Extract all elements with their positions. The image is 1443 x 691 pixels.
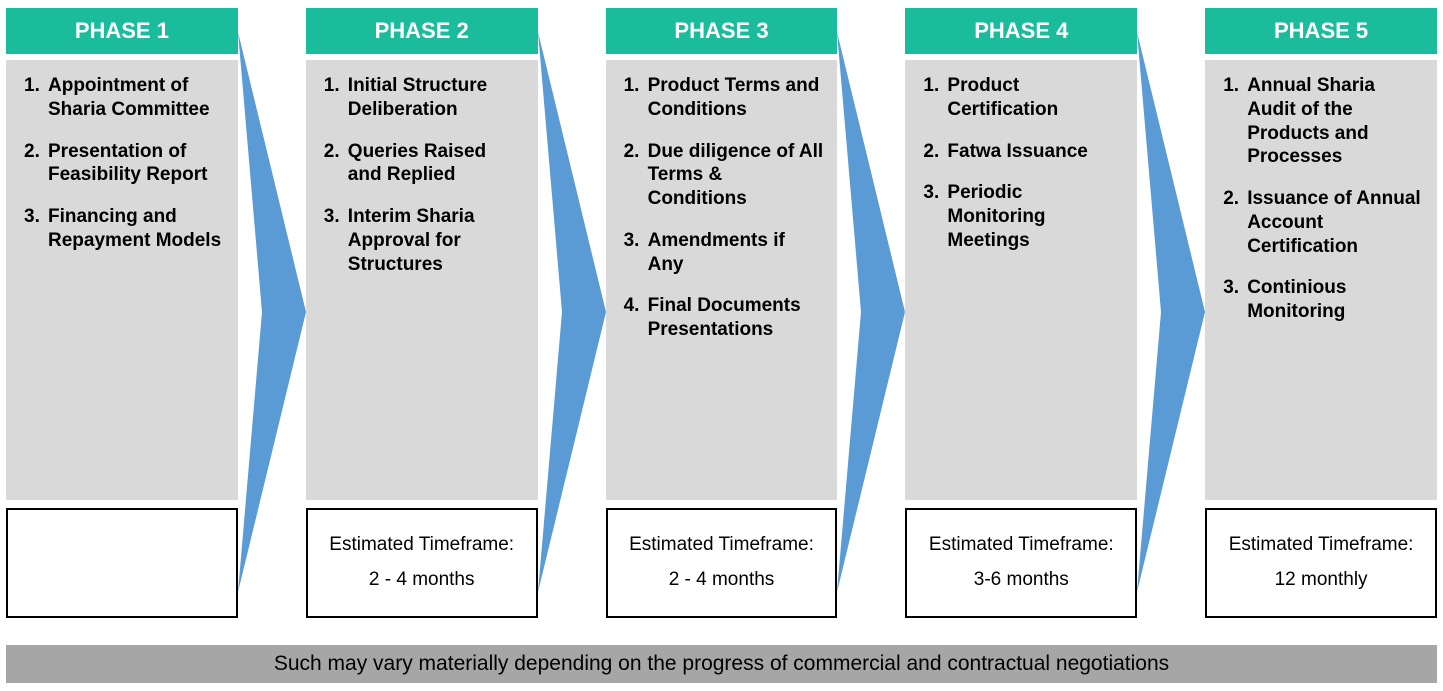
phase-5-body: Annual Sharia Audit of the Products and … xyxy=(1205,60,1437,500)
phase-1-body: Appointment of Sharia Committee Presenta… xyxy=(6,60,238,500)
phase-5-item-2: Issuance of Annual Account Certification xyxy=(1223,187,1423,258)
phase-3-item-1: Product Terms and Conditions xyxy=(624,74,824,122)
phase-4-item-2: Fatwa Issuance xyxy=(923,140,1123,164)
phase-5-item-1: Annual Sharia Audit of the Products and … xyxy=(1223,74,1423,169)
phase-1-item-2: Presentation of Feasibility Report xyxy=(24,140,224,188)
phase-5-timeframe: Estimated Timeframe: 12 monthly xyxy=(1205,508,1437,618)
phase-2-item-2: Queries Raised and Replied xyxy=(324,140,524,188)
phase-2-timeframe-label: Estimated Timeframe: xyxy=(329,533,514,558)
phase-1-item-3: Financing and Repayment Models xyxy=(24,205,224,253)
phase-2-timeframe: Estimated Timeframe: 2 - 4 months xyxy=(306,508,538,618)
phase-3-item-4: Final Documents Presentations xyxy=(624,294,824,342)
arrow-4 xyxy=(1137,8,1205,616)
phase-1-timeframe xyxy=(6,508,238,618)
phase-4-header: PHASE 4 xyxy=(905,8,1137,54)
phase-1-header: PHASE 1 xyxy=(6,8,238,54)
chevron-right-icon xyxy=(1137,32,1205,592)
chevron-right-icon xyxy=(238,32,306,592)
phase-5-timeframe-label: Estimated Timeframe: xyxy=(1229,533,1414,558)
phase-4-timeframe-value: 3-6 months xyxy=(974,568,1069,593)
phase-4-item-3: Periodic Monitoring Meetings xyxy=(923,181,1123,252)
phase-5-header: PHASE 5 xyxy=(1205,8,1437,54)
phase-2-timeframe-value: 2 - 4 months xyxy=(369,568,475,593)
footnote-text: Such may vary materially depending on th… xyxy=(274,652,1169,676)
phase-3-timeframe-value: 2 - 4 months xyxy=(669,568,775,593)
arrow-1 xyxy=(238,8,306,616)
arrow-2 xyxy=(538,8,606,616)
phase-1: PHASE 1 Appointment of Sharia Committee … xyxy=(6,8,238,618)
phase-3-timeframe-label: Estimated Timeframe: xyxy=(629,533,814,558)
phase-4-body: Product Certification Fatwa Issuance Per… xyxy=(905,60,1137,500)
phase-3-header: PHASE 3 xyxy=(606,8,838,54)
phase-2-body: Initial Structure Deliberation Queries R… xyxy=(306,60,538,500)
phase-2: PHASE 2 Initial Structure Deliberation Q… xyxy=(306,8,538,618)
phase-2-item-3: Interim Sharia Approval for Structures xyxy=(324,205,524,276)
phase-3: PHASE 3 Product Terms and Conditions Due… xyxy=(606,8,838,618)
phase-4-timeframe: Estimated Timeframe: 3-6 months xyxy=(905,508,1137,618)
phase-5-item-3: Continious Monitoring xyxy=(1223,276,1423,324)
arrow-3 xyxy=(837,8,905,616)
phase-2-item-1: Initial Structure Deliberation xyxy=(324,74,524,122)
phase-4: PHASE 4 Product Certification Fatwa Issu… xyxy=(905,8,1137,618)
phase-3-item-3: Amendments if Any xyxy=(624,229,824,277)
phases-row: PHASE 1 Appointment of Sharia Committee … xyxy=(0,0,1443,618)
chevron-right-icon xyxy=(837,32,905,592)
phase-4-timeframe-label: Estimated Timeframe: xyxy=(929,533,1114,558)
phase-4-item-1: Product Certification xyxy=(923,74,1123,122)
phase-5-timeframe-value: 12 monthly xyxy=(1275,568,1368,593)
chevron-right-icon xyxy=(538,32,606,592)
phase-5: PHASE 5 Annual Sharia Audit of the Produ… xyxy=(1205,8,1437,618)
footnote-bar: Such may vary materially depending on th… xyxy=(6,645,1437,683)
phase-2-header: PHASE 2 xyxy=(306,8,538,54)
phase-3-timeframe: Estimated Timeframe: 2 - 4 months xyxy=(606,508,838,618)
phase-3-item-2: Due diligence of All Terms & Conditions xyxy=(624,140,824,211)
phase-1-item-1: Appointment of Sharia Committee xyxy=(24,74,224,122)
phase-3-body: Product Terms and Conditions Due diligen… xyxy=(606,60,838,500)
